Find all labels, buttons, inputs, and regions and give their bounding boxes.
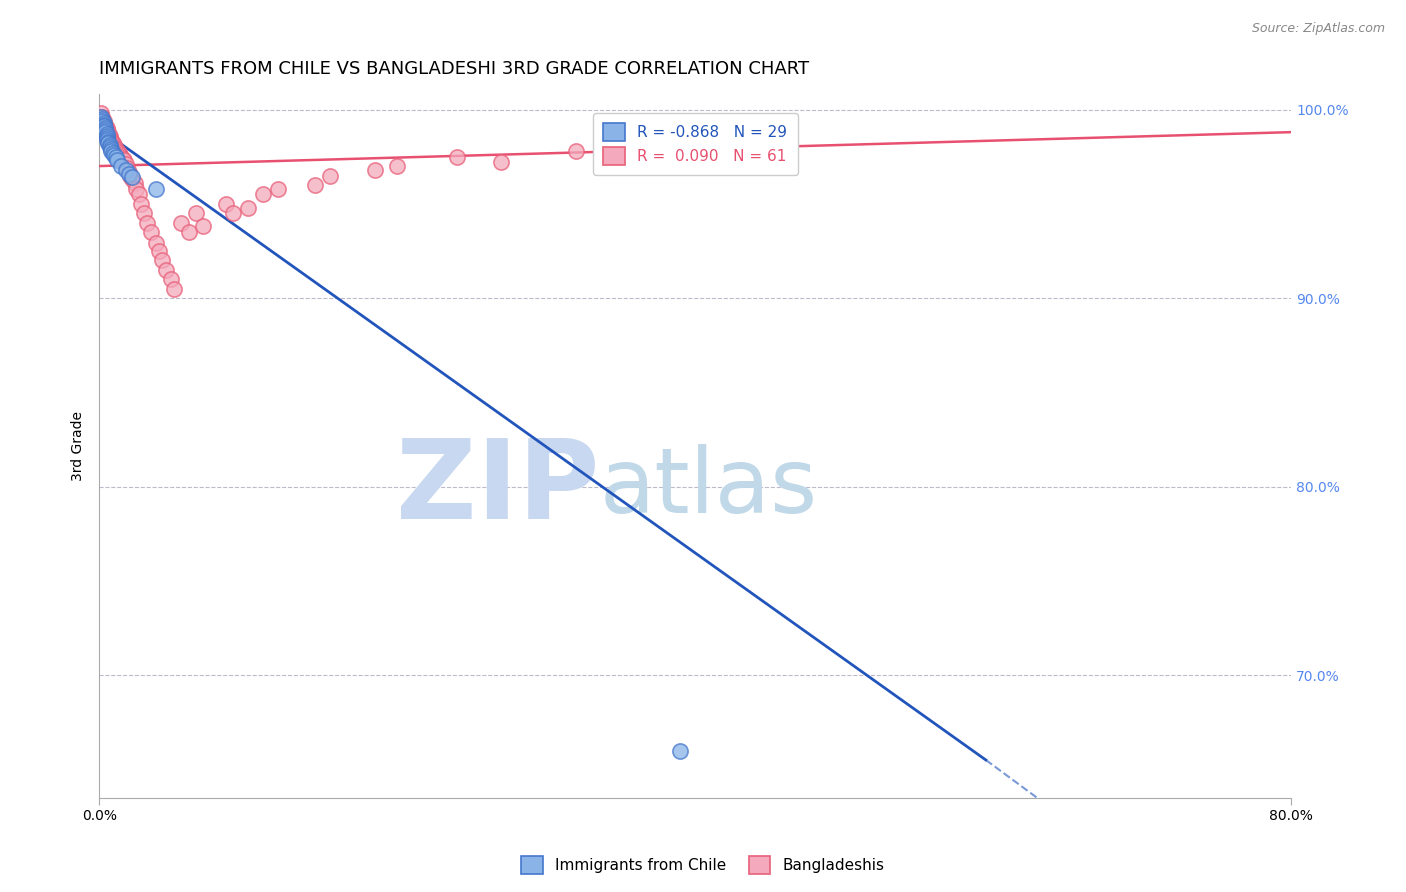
Point <box>222 206 245 220</box>
Point <box>170 216 193 230</box>
Point <box>93 113 115 128</box>
Point <box>385 159 408 173</box>
Point <box>128 187 150 202</box>
Point <box>728 150 751 164</box>
Point <box>148 244 170 258</box>
Point <box>565 144 588 158</box>
Point <box>93 118 115 132</box>
Point <box>101 136 124 151</box>
Point <box>97 125 120 139</box>
Point <box>91 110 114 124</box>
Point <box>184 206 207 220</box>
Point <box>145 182 167 196</box>
Point <box>319 169 342 183</box>
Point <box>94 118 117 132</box>
Point <box>96 130 118 145</box>
Point <box>115 157 138 171</box>
Point <box>145 236 167 251</box>
Y-axis label: 3rd Grade: 3rd Grade <box>72 411 86 481</box>
Text: ZIP: ZIP <box>396 434 600 541</box>
Point <box>110 159 132 173</box>
Point <box>125 182 148 196</box>
Point <box>193 219 215 234</box>
Point <box>94 120 117 134</box>
Point <box>114 153 136 168</box>
Point <box>91 112 114 126</box>
Point <box>93 120 115 134</box>
Point <box>491 155 513 169</box>
Point <box>104 142 127 156</box>
Point <box>159 272 181 286</box>
Point <box>118 167 141 181</box>
Point <box>100 135 122 149</box>
Point <box>97 136 120 151</box>
Point <box>90 110 112 124</box>
Point <box>446 150 468 164</box>
Point <box>252 187 274 202</box>
Point <box>93 116 115 130</box>
Point <box>236 201 259 215</box>
Point <box>98 130 121 145</box>
Point <box>107 145 129 160</box>
Point <box>96 121 118 136</box>
Point <box>108 148 131 162</box>
Point <box>91 113 114 128</box>
Text: Source: ZipAtlas.com: Source: ZipAtlas.com <box>1251 22 1385 36</box>
Point <box>94 121 117 136</box>
Legend: R = -0.868   N = 29, R =  0.090   N = 61: R = -0.868 N = 29, R = 0.090 N = 61 <box>593 112 797 176</box>
Point <box>97 135 120 149</box>
Point <box>105 144 128 158</box>
Point <box>94 125 117 139</box>
Point <box>215 196 238 211</box>
Point <box>110 150 132 164</box>
Point <box>103 148 125 162</box>
Point <box>104 150 127 164</box>
Point <box>111 152 134 166</box>
Point <box>163 282 186 296</box>
Point <box>100 133 122 147</box>
Point <box>304 178 326 192</box>
Point <box>96 133 118 147</box>
Point <box>120 169 142 183</box>
Point <box>118 165 141 179</box>
Point <box>124 176 146 190</box>
Point <box>129 196 152 211</box>
Point <box>100 142 122 156</box>
Point <box>101 145 124 160</box>
Point <box>105 153 128 168</box>
Legend: Immigrants from Chile, Bangladeshis: Immigrants from Chile, Bangladeshis <box>515 850 891 880</box>
Point <box>96 123 118 137</box>
Point <box>91 112 114 126</box>
Point <box>654 140 676 154</box>
Text: IMMIGRANTS FROM CHILE VS BANGLADESHI 3RD GRADE CORRELATION CHART: IMMIGRANTS FROM CHILE VS BANGLADESHI 3RD… <box>100 60 810 78</box>
Point <box>93 116 115 130</box>
Point <box>150 253 173 268</box>
Text: atlas: atlas <box>600 444 818 533</box>
Point <box>103 138 125 153</box>
Point <box>97 127 120 141</box>
Point <box>115 162 138 177</box>
Point <box>90 106 112 120</box>
Point <box>121 172 143 186</box>
Point <box>94 123 117 137</box>
Point <box>132 206 155 220</box>
Point <box>103 140 125 154</box>
Point <box>121 170 143 185</box>
Point <box>669 743 692 757</box>
Point <box>364 162 387 177</box>
Point <box>96 128 118 143</box>
Point <box>135 216 157 230</box>
Point <box>100 144 122 158</box>
Point <box>117 161 139 175</box>
Point <box>177 225 200 239</box>
Point <box>141 225 163 239</box>
Point <box>98 140 121 154</box>
Point <box>155 262 177 277</box>
Point <box>98 128 121 143</box>
Point <box>96 127 118 141</box>
Point <box>267 182 290 196</box>
Point <box>98 138 121 153</box>
